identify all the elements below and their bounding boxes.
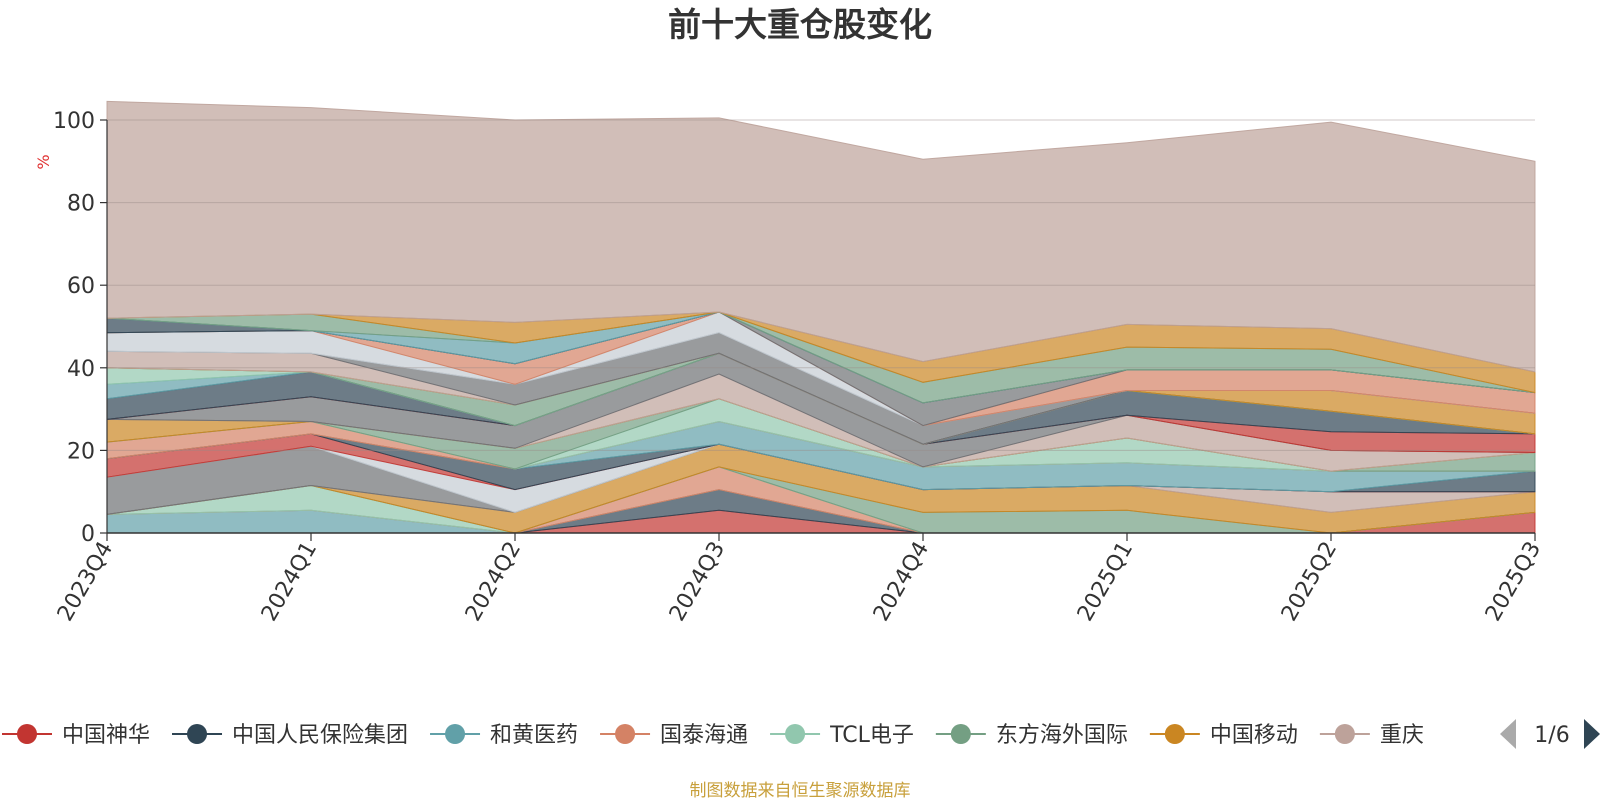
x-tick-label: 2025Q3 (1481, 538, 1546, 626)
legend-label: 和黄医药 (490, 723, 578, 748)
legend-item[interactable]: 东方海外国际 (935, 723, 1128, 748)
legend-marker (785, 724, 806, 744)
legend-label: 东方海外国际 (996, 723, 1128, 748)
legend-item[interactable]: 中国神华 (2, 723, 150, 748)
legend-prev-page-icon[interactable] (1500, 719, 1516, 749)
x-tick-label: 2023Q4 (53, 538, 118, 626)
legend: 中国神华 中国人民保险集团 和黄医药 国泰海通 TCL电子 东方海外国际 中国移动 重庆 1/6 (2, 719, 1600, 749)
legend-label: 中国移动 (1210, 723, 1298, 748)
legend-item[interactable]: TCL电子 (770, 723, 914, 748)
data-source-note: 制图数据来自恒生聚源数据库 (689, 781, 911, 801)
y-tick-label: 60 (67, 274, 95, 299)
area-series-group (106, 100, 1536, 534)
legend-marker (187, 724, 208, 744)
x-tick-label: 2024Q4 (869, 538, 934, 626)
legend-marker (17, 724, 37, 744)
legend-item[interactable]: 重庆 (1319, 723, 1424, 748)
x-tick-label: 2025Q1 (1073, 538, 1138, 626)
legend-marker (615, 724, 636, 744)
legend-label: 重庆 (1380, 723, 1424, 748)
legend-label: 中国人民保险集团 (232, 723, 408, 748)
legend-item[interactable]: 和黄医药 (430, 723, 578, 748)
y-tick-label: 100 (53, 109, 95, 134)
chart-title: 前十大重仓股变化 (668, 5, 932, 44)
gridlines (107, 119, 1535, 451)
x-tick-label: 2024Q3 (665, 538, 730, 626)
legend-label: 国泰海通 (660, 723, 748, 748)
y-tick-label: 0 (81, 522, 95, 547)
legend-label: TCL电子 (829, 723, 914, 748)
legend-label: 中国神华 (62, 723, 150, 748)
x-tick-label: 2024Q1 (257, 538, 322, 626)
legend-marker (950, 724, 971, 744)
y-tick-label: 20 (67, 439, 95, 464)
legend-marker (1334, 724, 1355, 744)
x-tick-label: 2024Q2 (461, 538, 526, 626)
legend-next-page-icon[interactable] (1584, 719, 1600, 749)
y-tick-label: 40 (67, 357, 95, 382)
y-tick-label: 80 (67, 192, 95, 217)
y-axis-unit-label: % (34, 154, 53, 169)
legend-marker (1164, 724, 1185, 744)
legend-pager: 1/6 (1500, 719, 1600, 749)
legend-item[interactable]: 国泰海通 (600, 723, 748, 748)
legend-page-indicator: 1/6 (1534, 723, 1569, 748)
legend-item[interactable]: 中国移动 (1149, 723, 1298, 748)
x-tick-label: 2025Q2 (1277, 538, 1342, 626)
legend-marker (445, 724, 466, 744)
legend-item[interactable]: 中国人民保险集团 (172, 723, 408, 748)
area-series-35 (106, 100, 1536, 373)
